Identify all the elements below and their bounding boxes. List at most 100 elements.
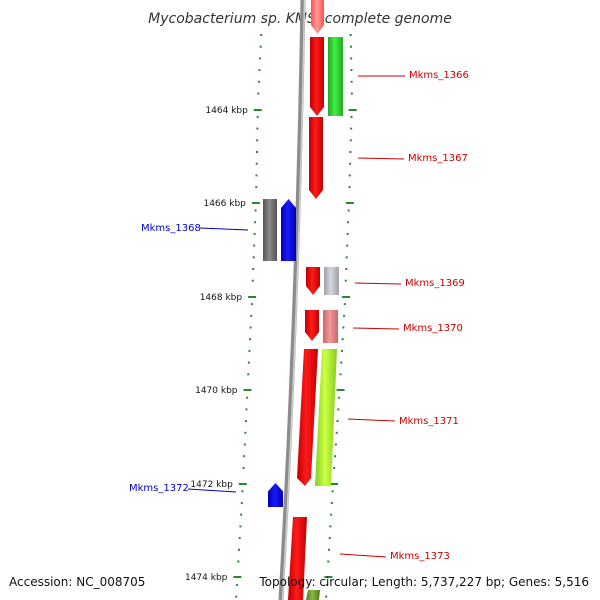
major-tick [324,576,333,578]
gene-mkms-1370 [305,310,319,341]
minor-tick [347,221,350,224]
minor-tick [343,303,346,306]
minor-tick [338,396,341,399]
minor-tick [244,431,247,434]
minor-tick [342,326,345,329]
minor-tick [235,595,238,598]
minor-tick [349,162,352,165]
gene-label-mkms-1373[interactable]: Mkms_1373 [390,551,450,562]
kbp-label: 1468 kbp [200,293,243,303]
minor-tick [350,57,353,60]
gene-mkms-1368-shape [281,199,296,261]
gene-mkms-1372-shape [268,483,283,507]
companion-gene-1370-shape [323,310,338,343]
minor-tick [254,209,257,212]
gene-label-mkms-1367[interactable]: Mkms_1367 [408,153,468,164]
minor-tick [348,186,351,189]
gene-mkms-1371-shape [297,349,318,486]
minor-tick [345,256,348,259]
minor-tick [328,537,331,540]
minor-tick [247,361,250,364]
minor-tick [242,466,245,469]
gene-mkms-1370-shape [305,310,319,341]
gene-label-mkms-1372[interactable]: Mkms_1372 [129,483,189,494]
companion-gene-1369-shape [324,267,339,295]
minor-tick [259,57,262,60]
minor-tick [349,45,352,48]
gene-mkms-1366 [310,37,324,116]
backbone-highlight [281,0,306,600]
minor-tick [334,443,337,446]
minor-tick [255,162,258,165]
minor-tick [243,455,246,458]
minor-tick [350,92,353,95]
leader-line [354,282,402,285]
partial-gene-top [311,0,324,34]
gene-label-mkms-1369[interactable]: Mkms_1369 [405,278,465,289]
minor-tick [238,537,241,540]
accession-text: Accession: NC_008705 [9,575,145,589]
minor-tick [255,151,258,153]
minor-tick [250,303,253,306]
leader-line [199,227,249,231]
minor-tick [340,349,343,352]
companion-gene-1371 [315,349,337,486]
minor-tick [239,525,242,528]
gene-label-mkms-1370[interactable]: Mkms_1370 [403,323,463,334]
gene-mkms-1367-shape [309,117,323,199]
companion-gene-1373-shape [306,590,320,600]
minor-tick [347,209,350,212]
genome-backbone [278,0,306,600]
minor-tick [252,268,255,270]
gene-label-mkms-1368[interactable]: Mkms_1368 [141,223,201,234]
gene-labels: Mkms_1366 Mkms_1367 Mkms_1368 Mkms_1369 Mkms… [129,70,469,562]
minor-tick [237,560,240,563]
minor-tick [325,583,328,586]
minor-tick [256,127,259,130]
minor-tick [260,34,263,36]
minor-tick [243,443,246,446]
major-tick [243,389,252,391]
minor-tick [328,548,331,551]
minor-tick [330,502,333,504]
minor-tick [250,314,253,317]
minor-tick [344,279,347,282]
minor-tick [330,513,333,516]
kbp-label: 1474 kbp [185,573,228,583]
gene-label-mkms-1366[interactable]: Mkms_1366 [409,70,469,81]
minor-tick [253,232,256,235]
minor-tick [336,420,339,423]
minor-tick [346,244,349,247]
gene-label-mkms-1371[interactable]: Mkms_1371 [399,416,459,427]
gene-mkms-1373 [288,517,307,600]
kbp-label: 1464 kbp [205,106,248,116]
major-tick [253,109,262,111]
minor-tick [251,279,254,282]
leader-line [352,327,400,330]
kbp-scale: 1464 kbp 1466 kbp 1468 kbp 1470 kbp 1472 kbp… [185,106,248,583]
minor-tick [252,256,255,259]
minor-tick [248,349,251,352]
minor-tick [258,69,261,72]
minor-tick [241,490,244,493]
minor-tick [259,45,262,48]
major-tick [248,296,257,298]
minor-tick [256,139,259,142]
minor-tick [256,115,259,118]
minor-tick [348,174,351,177]
partial-gene-top-shape [311,0,324,34]
tick-marks [233,34,357,598]
major-tick [348,109,357,111]
leader-line [187,488,237,493]
minor-tick [238,548,241,551]
minor-tick [350,115,353,118]
minor-tick [246,396,249,399]
leader-line [357,157,405,160]
minor-tick [341,338,344,341]
major-tick [336,389,345,391]
minor-tick [257,80,260,83]
gene-mkms-1368 [281,199,296,261]
minor-tick [249,326,252,329]
minor-tick [255,186,258,189]
minor-tick [333,466,336,469]
